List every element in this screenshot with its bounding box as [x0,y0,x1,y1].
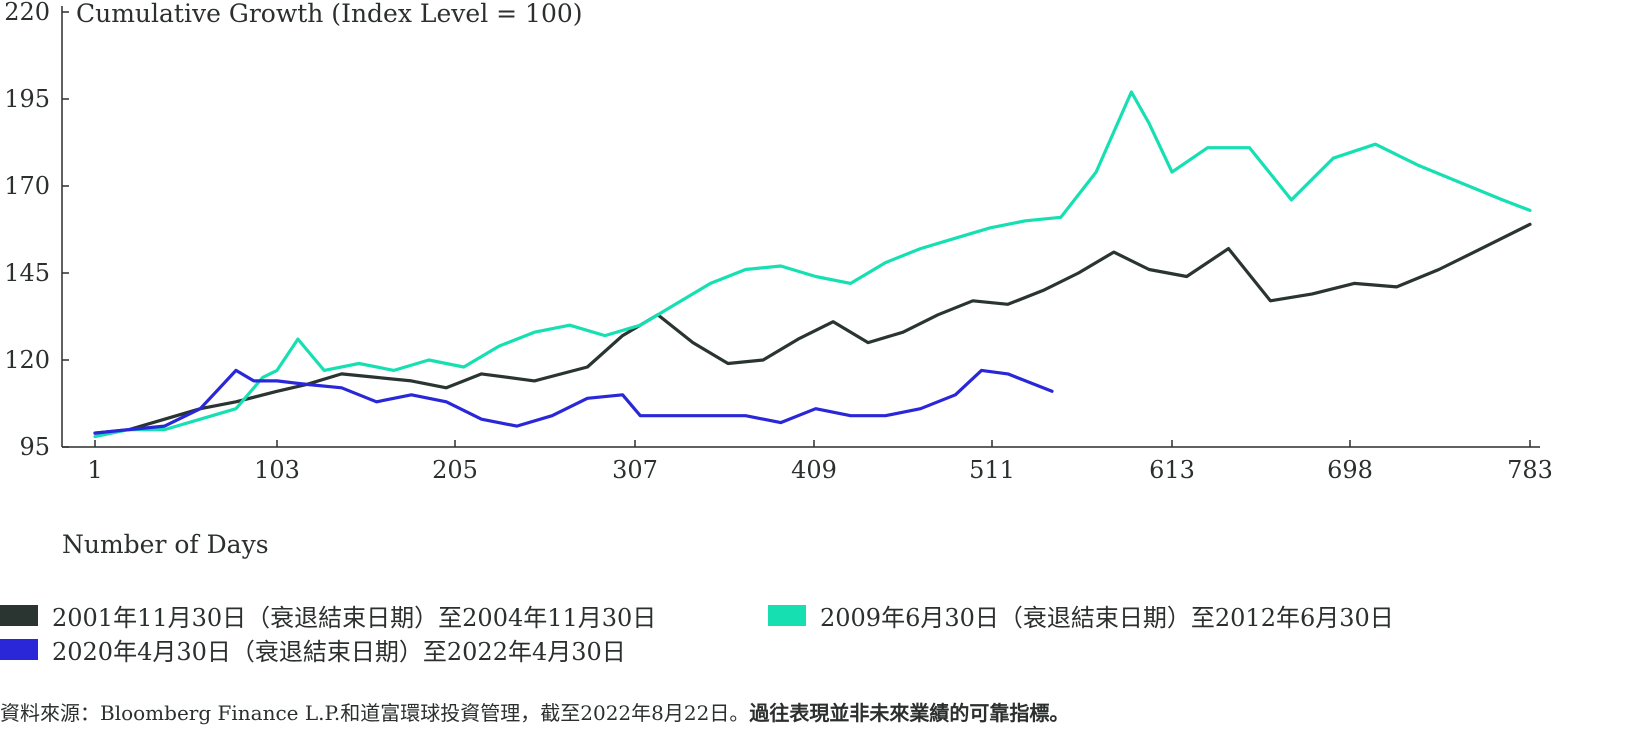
y-tick-label-95: 95 [19,433,50,461]
legend-item-2001: 2001年11月30日（衰退結束日期）至2004年11月30日 [0,598,656,633]
series-line-1 [93,90,1532,439]
x-tick-label-783: 783 [1507,456,1553,484]
legend: 2001年11月30日（衰退結束日期）至2004年11月30日 2009年6月3… [0,598,1600,678]
line-chart: 95 120 145 170 195 220 1 103 205 307 409 511 613 698 7… [4,0,1553,484]
y-tick-label-195: 195 [4,85,50,113]
x-tick-label-698: 698 [1327,456,1373,484]
series-line-2 [93,368,1054,435]
legend-item-2020: 2020年4月30日（衰退結束日期）至2022年4月30日 [0,632,626,667]
x-tick-label-1: 1 [87,456,102,484]
y-tick-label-220: 220 [4,0,50,26]
x-tick-label-103: 103 [254,456,300,484]
chart-title: Cumulative Growth (Index Level = 100) [76,0,583,28]
source-text: 資料來源：Bloomberg Finance L.P.和道富環球投資管理，截至2… [0,701,750,725]
source-note: 資料來源：Bloomberg Finance L.P.和道富環球投資管理，截至2… [0,697,1069,726]
legend-swatch-2001 [0,605,38,626]
legend-label-2009: 2009年6月30日（衰退結束日期）至2012年6月30日 [820,604,1394,632]
x-axis-label: Number of Days [62,530,269,559]
x-tick-label-205: 205 [432,456,478,484]
y-tick-label-170: 170 [4,172,50,200]
x-tick-label-613: 613 [1149,456,1195,484]
legend-swatch-2009 [768,605,806,626]
series-line-0 [93,222,1532,435]
y-tick-label-120: 120 [4,346,50,374]
disclaimer-text: 過往表現並非未來業績的可靠指標。 [749,701,1070,725]
x-tick-label-409: 409 [791,456,837,484]
x-tick-label-511: 511 [969,456,1015,484]
x-tick-label-307: 307 [612,456,658,484]
legend-swatch-2020 [0,639,38,660]
legend-label-2020: 2020年4月30日（衰退結束日期）至2022年4月30日 [52,638,626,666]
legend-item-2009: 2009年6月30日（衰退結束日期）至2012年6月30日 [768,598,1394,633]
legend-label-2001: 2001年11月30日（衰退結束日期）至2004年11月30日 [52,604,657,632]
y-tick-label-145: 145 [4,259,50,287]
